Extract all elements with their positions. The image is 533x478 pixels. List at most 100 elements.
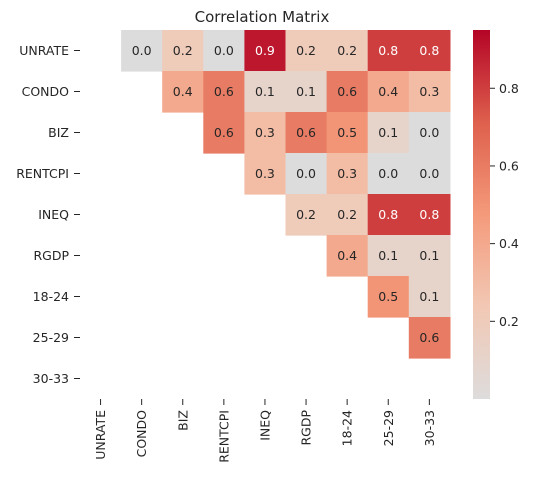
cell-value-label: 0.6 [419,330,439,345]
heatmap-cell-CONDO-RENTCPI [203,71,245,113]
row-label: 18-24 [33,289,69,304]
heatmap-cell-18-24-30-33 [408,276,451,318]
heatmap-cell-CONDO-18-24 [326,71,369,113]
heatmap-cell-BIZ-18-24 [326,112,369,154]
heatmap-cell-UNRATE-RENTCPI [203,30,245,72]
heatmap-cell-25-29-30-33 [408,317,451,359]
heatmap-cell-BIZ-RGDP [285,112,328,154]
cell-value-label: 0.2 [337,207,357,222]
heatmap-cell-CONDO-30-33 [408,71,451,113]
cell-value-label: 0.4 [378,84,398,99]
heatmap-cell-BIZ-25-29 [367,112,410,154]
cell-value-label: 0.0 [419,166,439,181]
cell-value-label: 0.1 [255,84,275,99]
cell-value-label: 0.6 [214,125,234,140]
cell-value-label: 0.9 [255,43,275,58]
heatmap-cell-UNRATE-CONDO [121,30,163,72]
column-label: RENTCPI [216,410,231,463]
heatmap-cell-RENTCPI-18-24 [326,153,369,195]
heatmap-cell-CONDO-25-29 [367,71,410,113]
colorbar [473,30,490,399]
cell-value-label: 0.6 [214,84,234,99]
heatmap-cell-RENTCPI-25-29 [367,153,410,195]
heatmap-cell-BIZ-RENTCPI [203,112,245,154]
heatmap-cell-CONDO-BIZ [162,71,204,113]
cell-value-label: 0.4 [173,84,193,99]
heatmap-cell-UNRATE-30-33 [408,30,451,72]
cell-value-label: 0.8 [378,207,398,222]
cell-value-label: 0.6 [296,125,316,140]
heatmap-cell-RENTCPI-30-33 [408,153,451,195]
heatmap-cell-RENTCPI-RGDP [285,153,328,195]
cell-value-label: 0.2 [173,43,193,58]
cell-value-label: 0.6 [337,84,357,99]
heatmap-cell-INEQ-RGDP [285,194,328,236]
cell-value-label: 0.4 [337,248,357,263]
cell-value-label: 0.5 [337,125,357,140]
colorbar-ticks: 0.2 0.4 0.6 0.8 [490,81,519,329]
heatmap-cell-CONDO-INEQ [244,71,287,113]
heatmap-cell-BIZ-30-33 [408,112,451,154]
heatmap-cell-BIZ-INEQ [244,112,287,154]
heatmap-cell-RGDP-18-24 [326,235,369,277]
cell-value-label: 0.1 [419,248,439,263]
cell-value-label: 0.3 [419,84,439,99]
row-label: RENTCPI [16,166,69,181]
cell-value-label: 0.3 [337,166,357,181]
cell-value-label: 0.0 [132,43,152,58]
cell-value-label: 0.2 [337,43,357,58]
row-label: BIZ [48,125,69,140]
column-label: BIZ [175,410,190,431]
row-label: INEQ [38,207,69,222]
row-label: CONDO [22,84,70,99]
cell-value-label: 0.2 [296,207,316,222]
heatmap-cell-UNRATE-25-29 [367,30,410,72]
cell-value-label: 0.8 [419,43,439,58]
heatmap-cell-UNRATE-INEQ [244,30,287,72]
heatmap-cell-UNRATE-RGDP [285,30,328,72]
heatmap-cell-UNRATE-18-24 [326,30,369,72]
chart-title: Correlation Matrix [195,8,330,26]
row-label: 25-29 [33,330,69,345]
heatmap-cells: 0.0 0.2 0.0 0.9 0.2 0.2 0.8 0.8 0.4 0.6 0.1 0.1 0.6 0… [121,30,451,359]
heatmap-cell-INEQ-25-29 [367,194,410,236]
row-label: 30-33 [33,371,69,386]
column-label: UNRATE [93,410,108,460]
cell-value-label: 0.1 [378,125,398,140]
column-label: CONDO [134,410,149,458]
heatmap-cell-INEQ-18-24 [326,194,369,236]
row-labels: UNRATE CONDO BIZ RENTCPI INEQ RGDP 18-24 25-29 3… [16,43,80,386]
column-label: INEQ [257,410,272,441]
cell-value-label: 0.1 [419,289,439,304]
row-label: RGDP [33,248,69,263]
heatmap-cell-UNRATE-BIZ [162,30,204,72]
heatmap-cell-18-24-25-29 [367,276,410,318]
cell-value-label: 0.2 [296,43,316,58]
column-label: 25-29 [381,410,396,446]
cell-value-label: 0.3 [255,166,275,181]
cell-value-label: 0.8 [378,43,398,58]
column-label: 30-33 [422,410,437,446]
heatmap-cell-RGDP-25-29 [367,235,410,277]
cell-value-label: 0.3 [255,125,275,140]
heatmap-cell-INEQ-30-33 [408,194,451,236]
row-label: UNRATE [19,43,69,58]
colorbar-tick-label: 0.4 [499,236,519,251]
cell-value-label: 0.0 [214,43,234,58]
heatmap-cell-RENTCPI-INEQ [244,153,287,195]
heatmap-cell-RGDP-30-33 [408,235,451,277]
cell-value-label: 0.1 [296,84,316,99]
heatmap-cell-CONDO-RGDP [285,71,328,113]
cell-value-label: 0.1 [378,248,398,263]
column-label: RGDP [299,410,314,446]
cell-value-label: 0.5 [378,289,398,304]
column-labels: UNRATE CONDO BIZ RENTCPI INEQ RGDP 18-24 25-29 3… [93,399,437,463]
colorbar-tick-label: 0.6 [499,158,519,173]
colorbar-tick-label: 0.2 [499,314,519,329]
cell-value-label: 0.0 [378,166,398,181]
cell-value-label: 0.8 [419,207,439,222]
colorbar-tick-label: 0.8 [499,81,519,96]
cell-value-label: 0.0 [419,125,439,140]
cell-value-label: 0.0 [296,166,316,181]
